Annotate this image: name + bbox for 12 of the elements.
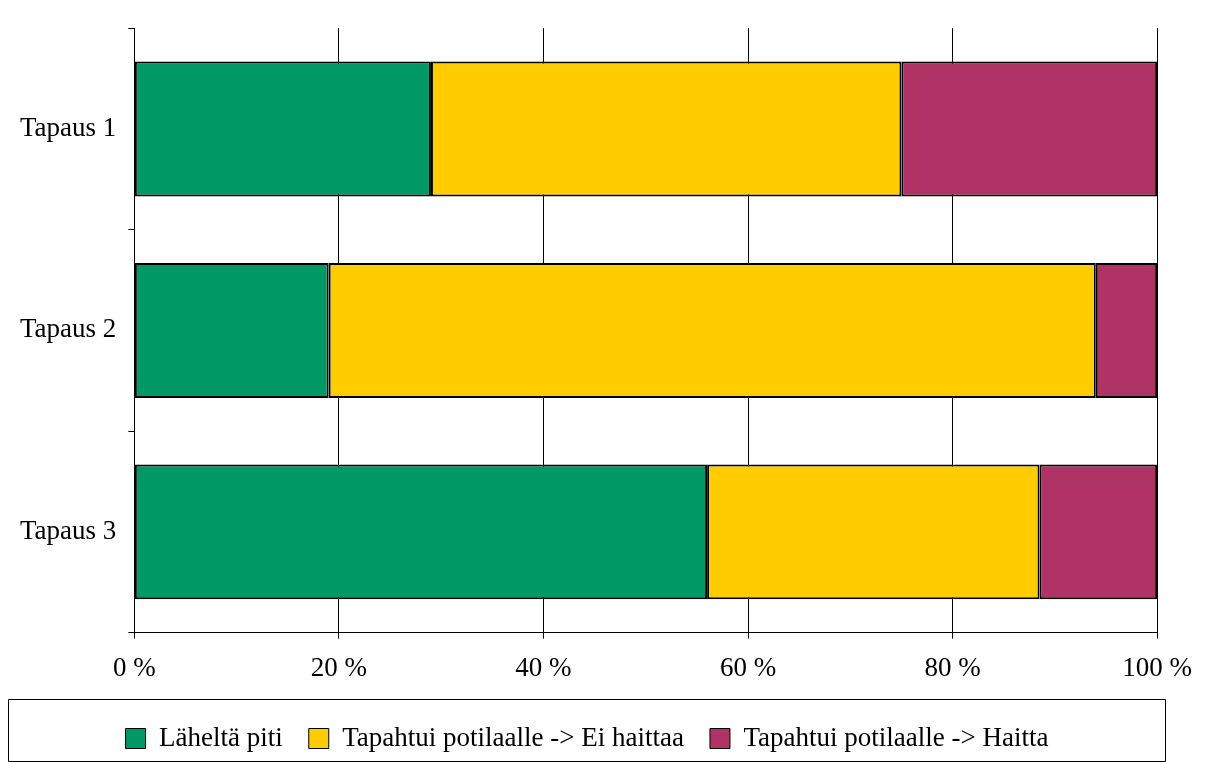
x-tick-label: 80 % bbox=[924, 651, 981, 682]
y-tick-label: Tapaus 2 bbox=[19, 313, 117, 344]
y-tick-label: Tapaus 1 bbox=[19, 112, 117, 143]
x-tick-label: 100 % bbox=[1122, 651, 1192, 682]
legend-label: Läheltä piti bbox=[159, 721, 283, 752]
x-tick-label: 40 % bbox=[515, 651, 572, 682]
legend-label: Tapahtui potilaalle -> Haitta bbox=[743, 721, 1049, 752]
y-tick-label: Tapaus 3 bbox=[19, 514, 117, 545]
x-tick-label: 0 % bbox=[112, 651, 156, 682]
x-tick-label: 20 % bbox=[310, 651, 368, 682]
legend-label: Tapahtui potilaalle -> Ei haittaa bbox=[342, 721, 684, 752]
x-tick-label: 60 % bbox=[719, 651, 777, 682]
